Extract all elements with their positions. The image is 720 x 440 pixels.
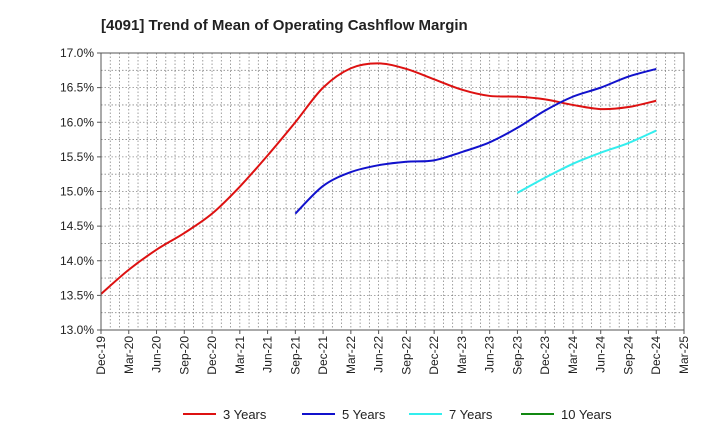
x-tick-label: Sep-20 (177, 336, 191, 375)
legend-item-3-years: 3 Years (183, 407, 267, 422)
x-tick-label: Dec-21 (316, 336, 330, 375)
legend-item-7-years: 7 Years (409, 407, 493, 422)
x-tick-label: Jun-20 (150, 336, 164, 373)
series-line-3-years (100, 62, 657, 295)
legend-label: 5 Years (342, 407, 386, 422)
x-tick-label: Sep-22 (399, 336, 413, 375)
x-tick-label: Mar-25 (677, 336, 691, 374)
x-tick-label: Jun-24 (594, 336, 608, 373)
x-tick-label: Dec-20 (205, 336, 219, 375)
series-line-5-years (294, 67, 657, 215)
legend-label: 7 Years (449, 407, 493, 422)
y-tick-label: 16.0% (60, 115, 94, 129)
series-layer (100, 62, 657, 295)
legend-label: 3 Years (223, 407, 267, 422)
y-tick-label: 14.0% (60, 254, 94, 268)
x-tick-label: Dec-23 (538, 336, 552, 375)
x-tick-label: Mar-22 (344, 336, 358, 374)
x-tick-label: Dec-24 (649, 336, 663, 375)
legend-item-5-years: 5 Years (302, 407, 386, 422)
y-axis-ticks: 13.0% 13.5% 14.0% 14.5% 15.0% 15.5% 16.0% 16.5%… (60, 46, 101, 337)
x-tick-label: Mar-21 (233, 336, 247, 374)
y-tick-label: 15.0% (60, 185, 94, 199)
y-tick-label: 17.0% (60, 46, 94, 60)
x-tick-label: Mar-23 (455, 336, 469, 374)
y-tick-label: 16.5% (60, 81, 94, 95)
series-line-7-years (516, 129, 657, 194)
legend-label: 10 Years (561, 407, 612, 422)
x-tick-label: Sep-24 (621, 336, 635, 375)
x-tick-label: Dec-22 (427, 336, 441, 375)
chart-title: [4091] Trend of Mean of Operating Cashfl… (101, 17, 468, 34)
y-tick-label: 13.5% (60, 288, 94, 302)
x-tick-label: Jun-22 (372, 336, 386, 373)
x-tick-label: Jun-21 (261, 336, 275, 373)
grid-layer (101, 53, 684, 330)
x-tick-label: Mar-24 (566, 336, 580, 374)
x-tick-label: Jun-23 (483, 336, 497, 373)
x-axis-ticks: Dec-19 Mar-20 Jun-20 Sep-20 Dec-20 Mar-21 Jun-… (94, 330, 691, 375)
x-tick-label: Mar-20 (122, 336, 136, 374)
x-tick-label: Dec-19 (94, 336, 108, 375)
x-tick-label: Sep-21 (288, 336, 302, 375)
x-tick-label: Sep-23 (510, 336, 524, 375)
y-tick-label: 15.5% (60, 150, 94, 164)
y-tick-label: 14.5% (60, 219, 94, 233)
legend: 3 Years 5 Years 7 Years 10 Years (183, 407, 612, 422)
y-tick-label: 13.0% (60, 323, 94, 337)
legend-item-10-years: 10 Years (521, 407, 612, 422)
